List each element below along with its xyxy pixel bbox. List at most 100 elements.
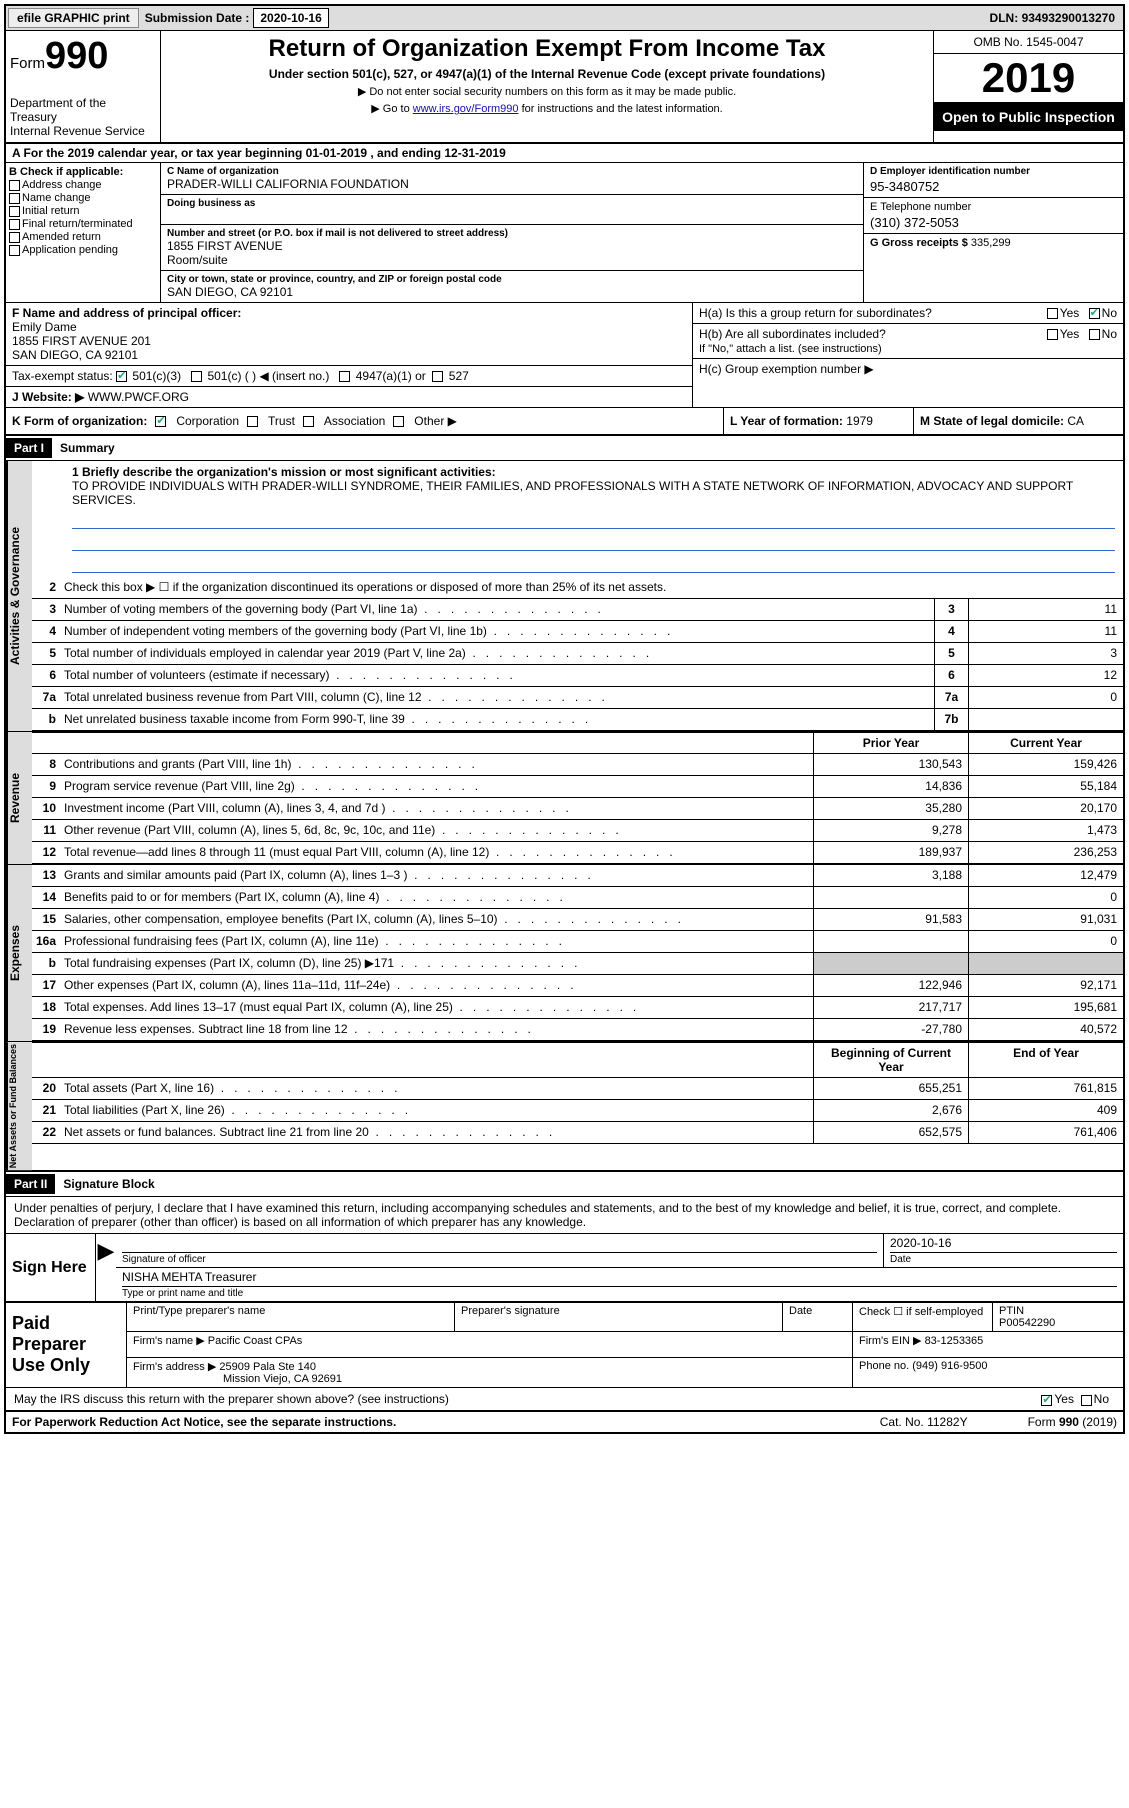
submission-date-value: 2020-10-16 — [253, 8, 328, 28]
city-label: City or town, state or province, country… — [167, 274, 857, 285]
check-501c[interactable] — [191, 371, 202, 382]
footer-right: Form 990 (2019) — [1028, 1415, 1117, 1429]
omb-year-box: OMB No. 1545-0047 2019 Open to Public In… — [933, 31, 1123, 142]
check-other[interactable] — [393, 416, 404, 427]
line-17: 17 Other expenses (Part IX, column (A), … — [32, 975, 1123, 997]
row-k-l-m: K Form of organization: Corporation Trus… — [6, 408, 1123, 436]
part2-header: Part IISignature Block — [6, 1170, 1123, 1197]
sidebar-revenue: Revenue — [6, 732, 32, 864]
firm-addr1: 25909 Pala Ste 140 — [219, 1361, 316, 1373]
officer-name: Emily Dame — [12, 320, 77, 334]
discuss-no[interactable] — [1081, 1395, 1092, 1406]
efile-topbar: efile GRAPHIC print Submission Date : 20… — [6, 6, 1123, 31]
firm-phone: (949) 916-9500 — [912, 1360, 987, 1372]
ha-yes[interactable] — [1047, 308, 1058, 319]
box-j-website: J Website: ▶ WWW.PWCF.ORG — [6, 387, 692, 407]
check-name-change[interactable] — [9, 193, 20, 204]
page-footer: For Paperwork Reduction Act Notice, see … — [6, 1411, 1123, 1432]
open-to-public: Open to Public Inspection — [934, 103, 1123, 131]
box-b: B Check if applicable: Address change Na… — [6, 163, 161, 302]
footer-left: For Paperwork Reduction Act Notice, see … — [12, 1415, 396, 1429]
room-suite-label: Room/suite — [167, 253, 857, 267]
line-22: 22 Net assets or fund balances. Subtract… — [32, 1122, 1123, 1144]
sign-here-label: Sign Here — [6, 1234, 96, 1301]
officer-addr1: 1855 FIRST AVENUE 201 — [12, 334, 151, 348]
box-k: K Form of organization: Corporation Trus… — [6, 408, 723, 434]
part1-expenses: Expenses 13 Grants and similar amounts p… — [6, 864, 1123, 1041]
line-18: 18 Total expenses. Add lines 13–17 (must… — [32, 997, 1123, 1019]
omb-number: OMB No. 1545-0047 — [934, 31, 1123, 54]
line-10: 10 Investment income (Part VIII, column … — [32, 798, 1123, 820]
check-final-return[interactable] — [9, 219, 20, 230]
hb-no[interactable] — [1089, 329, 1100, 340]
col-beginning: Beginning of Current Year — [813, 1043, 968, 1077]
check-501c3[interactable] — [116, 371, 127, 382]
section-a-period: A For the 2019 calendar year, or tax yea… — [6, 144, 1123, 163]
form-id-box: Form990 Department of the Treasury Inter… — [6, 31, 161, 142]
line-19: 19 Revenue less expenses. Subtract line … — [32, 1019, 1123, 1041]
form-number: 990 — [45, 35, 108, 77]
check-corporation[interactable] — [155, 416, 166, 427]
check-527[interactable] — [432, 371, 443, 382]
line-6: 6 Total number of volunteers (estimate i… — [32, 665, 1123, 687]
tax-year: 2019 — [934, 54, 1123, 103]
check-trust[interactable] — [247, 416, 258, 427]
typed-name-label: Type or print name and title — [122, 1286, 1117, 1299]
officer-typed-name: NISHA MEHTA Treasurer — [122, 1270, 1117, 1286]
discuss-with-preparer: May the IRS discuss this return with the… — [6, 1387, 1123, 1411]
entity-block: B Check if applicable: Address change Na… — [6, 163, 1123, 303]
ssn-note: ▶ Do not enter social security numbers o… — [167, 85, 927, 98]
check-4947a1[interactable] — [339, 371, 350, 382]
department-label: Department of the Treasury Internal Reve… — [10, 96, 156, 138]
website-url[interactable]: WWW.PWCF.ORG — [88, 390, 189, 404]
paid-preparer-label: Paid Preparer Use Only — [6, 1303, 126, 1387]
street-value: 1855 FIRST AVENUE — [167, 239, 857, 253]
check-amended-return[interactable] — [9, 232, 20, 243]
line-20: 20 Total assets (Part X, line 16) 655,25… — [32, 1078, 1123, 1100]
box-d-e-g: D Employer identification number 95-3480… — [863, 163, 1123, 302]
check-initial-return[interactable] — [9, 206, 20, 217]
arrow-icon: ▶ — [96, 1234, 116, 1301]
part1-revenue: Revenue Prior YearCurrent Year 8 Contrib… — [6, 731, 1123, 864]
form-label: Form — [10, 55, 45, 72]
part1-header: Part ISummary — [6, 436, 1123, 461]
line-15: 15 Salaries, other compensation, employe… — [32, 909, 1123, 931]
sidebar-governance: Activities & Governance — [6, 461, 32, 731]
officer-addr2: SAN DIEGO, CA 92101 — [12, 348, 138, 362]
mission-block: 1 Briefly describe the organization's mi… — [32, 461, 1123, 577]
line-21: 21 Total liabilities (Part X, line 26) 2… — [32, 1100, 1123, 1122]
dln: DLN: 93493290013270 — [982, 9, 1123, 27]
ptin-value: P00542290 — [999, 1317, 1055, 1329]
form-title-box: Return of Organization Exempt From Incom… — [161, 31, 933, 142]
efile-graphic-button[interactable]: efile GRAPHIC print — [8, 8, 139, 28]
line-16a: 16a Professional fundraising fees (Part … — [32, 931, 1123, 953]
irs-link[interactable]: www.irs.gov/Form990 — [413, 103, 519, 115]
sign-here-block: Sign Here ▶ Signature of officer 2020-10… — [6, 1233, 1123, 1301]
ha-no[interactable] — [1089, 308, 1100, 319]
footer-center: Cat. No. 11282Y — [880, 1415, 968, 1429]
discuss-yes[interactable] — [1041, 1395, 1052, 1406]
line-7a: 7a Total unrelated business revenue from… — [32, 687, 1123, 709]
form-subtitle: Under section 501(c), 527, or 4947(a)(1)… — [167, 67, 927, 81]
sidebar-expenses: Expenses — [6, 865, 32, 1041]
part1-netassets: Net Assets or Fund Balances Beginning of… — [6, 1041, 1123, 1170]
col-prior-year: Prior Year — [813, 733, 968, 753]
firm-name: Pacific Coast CPAs — [208, 1335, 303, 1347]
ein-label: D Employer identification number — [870, 166, 1117, 177]
line-3: 3 Number of voting members of the govern… — [32, 599, 1123, 621]
check-address-change[interactable] — [9, 180, 20, 191]
form-title: Return of Organization Exempt From Incom… — [167, 35, 927, 63]
line-14: 14 Benefits paid to or for members (Part… — [32, 887, 1123, 909]
dba-label: Doing business as — [167, 198, 857, 209]
line-b: b Net unrelated business taxable income … — [32, 709, 1123, 731]
line-b: b Total fundraising expenses (Part IX, c… — [32, 953, 1123, 975]
sidebar-net-assets: Net Assets or Fund Balances — [6, 1042, 32, 1170]
paid-preparer-block: Paid Preparer Use Only Print/Type prepar… — [6, 1301, 1123, 1387]
check-association[interactable] — [303, 416, 314, 427]
line-13: 13 Grants and similar amounts paid (Part… — [32, 865, 1123, 887]
hb-yes[interactable] — [1047, 329, 1058, 340]
gross-receipts-label: G Gross receipts $ — [870, 237, 968, 249]
check-application-pending[interactable] — [9, 245, 20, 256]
line-9: 9 Program service revenue (Part VIII, li… — [32, 776, 1123, 798]
form-header: Form990 Department of the Treasury Inter… — [6, 31, 1123, 144]
